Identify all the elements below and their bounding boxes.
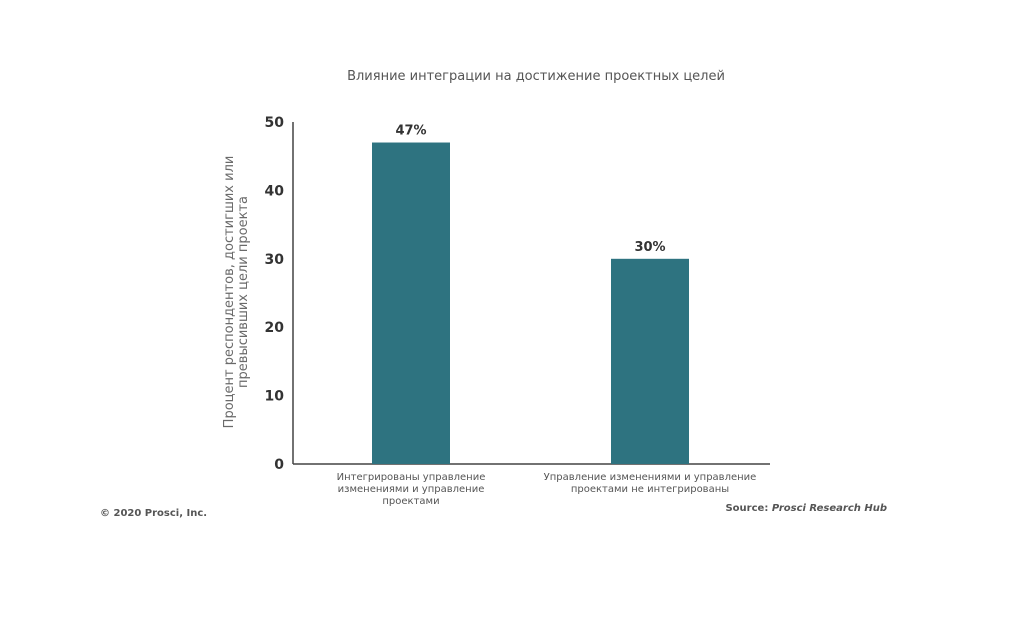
y-axis-title-line: превысивших цели проекта [236, 196, 251, 388]
category-label-line: Интегрированы управление [337, 472, 486, 483]
y-tick-label: 30 [265, 252, 285, 268]
chart-title: Влияние интеграции на достижение проектн… [347, 69, 725, 84]
category-labels: Интегрированы управление изменениями и уп… [337, 472, 757, 507]
y-tick-label: 0 [274, 457, 284, 473]
data-label: 30% [634, 240, 665, 255]
category-label-line: изменениями и управление [338, 484, 485, 495]
source-prefix: Source: [725, 503, 771, 514]
category-label-line: Управление изменениями и управление [544, 472, 757, 483]
category-label: Управление изменениями и управление проек… [544, 472, 757, 495]
y-tick-label: 10 [265, 389, 285, 405]
y-axis-label: Процент респондентов, достигших илипревы… [222, 156, 251, 429]
y-axis-ticks: 0 10 20 30 40 50 [265, 115, 285, 473]
bar [611, 258, 689, 464]
y-tick-label: 20 [265, 320, 285, 336]
data-labels: 47% 30% [395, 124, 665, 255]
y-axis-title: Процент респондентов, достигших илипревы… [222, 156, 251, 429]
y-tick-label: 50 [265, 115, 285, 131]
data-label: 47% [395, 124, 426, 139]
category-label: Интегрированы управление изменениями и уп… [337, 472, 486, 507]
category-label-line: проектами [382, 496, 439, 507]
source-text: Source: Prosci Research Hub [725, 503, 887, 514]
bars [372, 142, 689, 464]
bar [372, 142, 450, 464]
source-name: Prosci Research Hub [772, 503, 887, 514]
y-tick-label: 40 [265, 183, 285, 199]
y-axis-title-line: Процент респондентов, достигших или [222, 156, 237, 429]
category-label-line: проектами не интегрированы [571, 484, 729, 495]
copyright-text: © 2020 Prosci, Inc. [100, 508, 207, 519]
